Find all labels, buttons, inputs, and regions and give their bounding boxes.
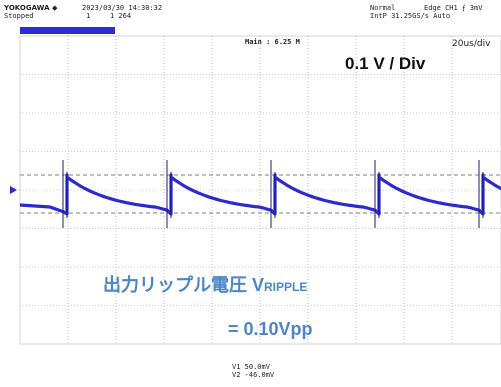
time-div: 20us/div <box>452 40 490 48</box>
ripple-subscript: RIPPLE <box>264 280 307 294</box>
trigger-setting: Edge CH1 ⨍ 3mV <box>424 4 482 12</box>
record-count: 1 264 <box>110 12 131 20</box>
cursor-v1-readout: V1 50.0mV <box>232 363 270 371</box>
trigger-mode: Normal <box>370 4 395 12</box>
cursor-v2-readout: V2 -46.0mV <box>232 371 274 379</box>
timestamp: 2023/03/30 14:30:32 <box>82 4 162 12</box>
volt-div-annotation: 0.1 V / Div <box>345 54 425 74</box>
run-state: Stopped <box>4 12 34 20</box>
ripple-title: 出力リップル電圧 VRIPPLE <box>103 274 307 298</box>
ripple-label: 出力リップル電圧 V <box>103 275 264 295</box>
ripple-value: = 0.10Vpp <box>228 318 313 340</box>
main-record: Main : 6.25 M <box>245 38 300 46</box>
sample-rate: IntP 31.25GS/s Auto <box>370 12 450 20</box>
brand: YOKOGAWA ◆ <box>4 4 57 12</box>
ch1-tag <box>20 27 115 34</box>
acq-count: 1 <box>86 12 90 20</box>
ch1-ground-marker <box>10 186 17 194</box>
oscilloscope-screen: YOKOGAWA ◆ 2023/03/30 14:30:32 Stopped 1… <box>0 0 501 387</box>
